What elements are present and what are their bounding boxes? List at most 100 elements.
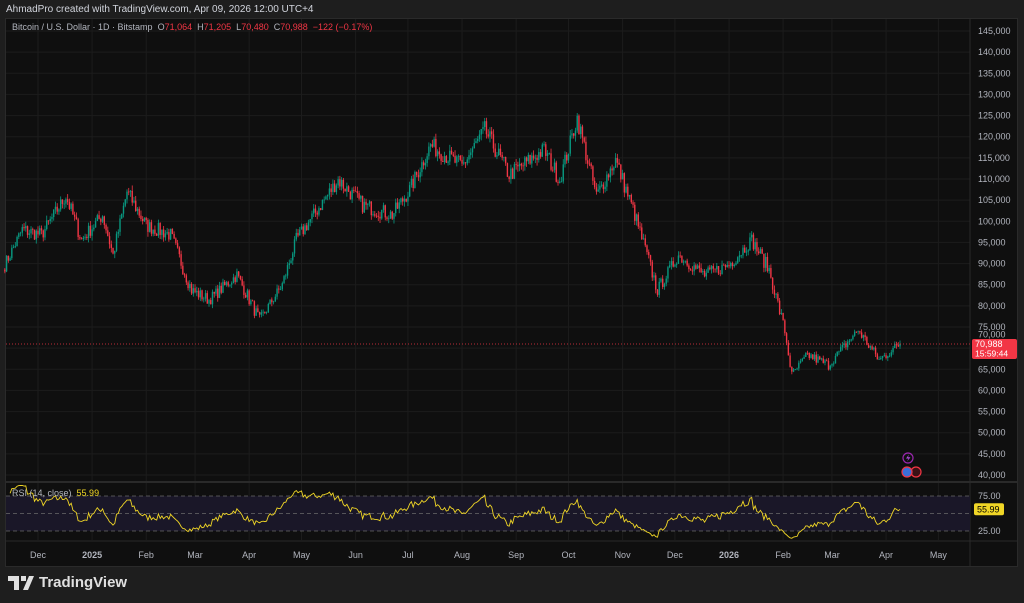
candle-body: [843, 343, 845, 345]
candle-body: [203, 298, 205, 300]
candle-body: [880, 357, 882, 359]
candle-body: [735, 262, 737, 265]
candle-body: [136, 208, 139, 212]
candle-body: [75, 216, 78, 220]
candle-body: [100, 218, 102, 222]
candle-body: [822, 358, 824, 363]
candle-body: [377, 215, 379, 217]
candle-body: [482, 126, 484, 130]
candle-body: [199, 290, 201, 298]
rsi-axis-label: 25.00: [978, 526, 1001, 536]
candle-body: [124, 199, 126, 206]
candle-body: [428, 146, 430, 157]
candle-body: [581, 126, 584, 138]
candle-body: [302, 226, 304, 235]
candle-body: [180, 254, 182, 266]
candle-body: [28, 233, 30, 235]
candle-body: [691, 270, 694, 272]
candle-body: [689, 269, 692, 271]
candle-body: [510, 168, 512, 180]
candle-body: [421, 162, 423, 173]
candle-body: [367, 203, 369, 205]
time-axis-label: Mar: [824, 550, 840, 560]
time-axis-label: May: [930, 550, 948, 560]
candle-body: [607, 174, 610, 178]
candle-body: [56, 206, 58, 212]
candle-body: [862, 335, 865, 338]
rsi-axis-label: 75.00: [978, 491, 1001, 501]
candle-body: [878, 358, 880, 360]
candle-body: [93, 227, 95, 230]
candle-body: [700, 267, 702, 273]
candle-body: [155, 233, 158, 236]
candle-body: [258, 312, 261, 315]
candle-body: [721, 264, 723, 275]
candle-body: [632, 202, 634, 205]
candle-body: [115, 233, 118, 251]
candle-body: [770, 268, 772, 278]
candle-body: [110, 244, 112, 248]
candle-body: [627, 186, 629, 197]
candle-body: [396, 202, 399, 209]
candle-body: [246, 290, 249, 298]
candle-body: [197, 290, 200, 298]
candle-body: [84, 236, 86, 238]
price-axis-label: 45,000: [978, 449, 1006, 459]
candle-body: [799, 360, 802, 363]
candle-body: [885, 355, 887, 359]
price-axis-label: 135,000: [978, 68, 1011, 78]
candle-body: [140, 215, 142, 219]
candle-body: [122, 205, 125, 214]
candle-body: [578, 115, 580, 135]
candle-body: [422, 162, 425, 166]
candle-body: [539, 152, 542, 157]
candle-body: [618, 162, 620, 165]
candle-body: [869, 346, 872, 348]
candle-body: [873, 347, 875, 350]
tradingview-logo[interactable]: TradingView: [8, 574, 127, 591]
candle-body: [356, 191, 359, 194]
price-axis-label: 60,000: [978, 385, 1006, 395]
candle-body: [395, 202, 397, 214]
candle-body: [894, 344, 896, 348]
candle-body: [9, 258, 11, 261]
rsi-legend[interactable]: RSI (14, close) 55.99: [12, 488, 99, 498]
candle-body: [791, 366, 793, 372]
candle-body: [475, 141, 477, 144]
candle-body: [670, 261, 673, 266]
candle-body: [147, 219, 149, 232]
candle-body: [135, 200, 137, 212]
candle-body: [602, 184, 605, 190]
time-axis-label: Feb: [775, 550, 791, 560]
candle-body: [185, 275, 188, 283]
candle-body: [454, 155, 456, 163]
candle-body: [478, 134, 481, 139]
tradingview-logo-icon: [8, 575, 34, 590]
candle-body: [63, 203, 65, 205]
candle-body: [628, 195, 631, 197]
candle-body: [168, 232, 170, 240]
candle-body: [531, 155, 533, 164]
last-price-value: 70,988: [975, 339, 1003, 349]
candle-body: [316, 212, 318, 215]
candle-body: [780, 312, 783, 315]
candle-body: [574, 130, 577, 136]
symbol-title[interactable]: Bitcoin / U.S. Dollar · 1D · Bitstamp: [12, 22, 153, 32]
candle-body: [40, 228, 43, 231]
candle-body: [651, 261, 653, 278]
candle-body: [681, 255, 683, 263]
candle-body: [342, 179, 345, 189]
candle-body: [860, 332, 863, 338]
close-value: 70,988: [280, 22, 308, 32]
candle-body: [433, 138, 435, 147]
candle-body: [222, 281, 224, 293]
candle-body: [679, 255, 681, 257]
candle-body: [108, 236, 111, 245]
candle-body: [874, 347, 877, 355]
candle-body: [213, 291, 215, 294]
candle-body: [579, 126, 582, 135]
candle-body: [405, 198, 407, 202]
candle-body: [262, 311, 264, 313]
candle-body: [445, 156, 448, 163]
